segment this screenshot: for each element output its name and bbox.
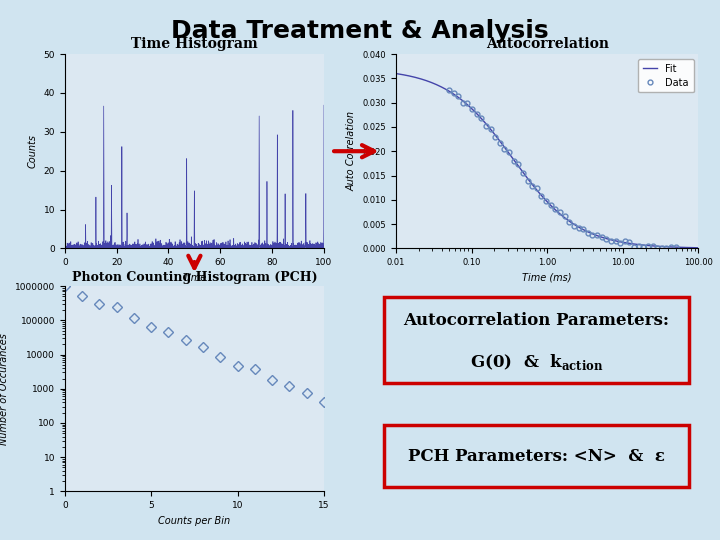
Data <box>514 161 523 167</box>
Data <box>602 235 611 242</box>
Fit <box>392 70 400 77</box>
Fit <box>666 244 675 250</box>
Data <box>477 115 486 122</box>
Data <box>644 243 652 249</box>
Fit <box>647 242 655 249</box>
FancyBboxPatch shape <box>384 298 688 383</box>
Fit <box>571 222 580 228</box>
Fit <box>694 245 703 251</box>
Data <box>505 148 513 155</box>
Data <box>634 242 643 249</box>
Data <box>667 244 675 250</box>
Data <box>537 193 546 199</box>
Y-axis label: Number of Occurances: Number of Occurances <box>0 333 9 445</box>
Text: Data Treatment & Analysis: Data Treatment & Analysis <box>171 19 549 43</box>
Data <box>579 226 588 232</box>
Data <box>528 183 536 190</box>
Data <box>459 99 467 106</box>
Fit <box>392 71 401 77</box>
X-axis label: Counts per Bin: Counts per Bin <box>158 516 230 525</box>
Data <box>463 100 472 106</box>
Data <box>482 123 490 130</box>
Y-axis label: Auto Correlation: Auto Correlation <box>347 111 357 191</box>
Data <box>533 185 541 192</box>
Data <box>551 206 559 212</box>
Data <box>454 93 462 99</box>
Text: PCH Parameters: <N>  &  ε: PCH Parameters: <N> & ε <box>408 448 665 465</box>
Data <box>653 245 662 252</box>
Data <box>495 140 504 146</box>
Data <box>575 225 583 231</box>
Data <box>625 239 634 245</box>
Text: Autocorrelation Parameters:: Autocorrelation Parameters: <box>403 312 670 329</box>
Data <box>560 212 569 219</box>
Title: Time Histogram: Time Histogram <box>131 37 258 51</box>
Data <box>588 232 597 239</box>
Data <box>472 111 481 117</box>
Data <box>648 243 657 249</box>
Legend: Fit, Data: Fit, Data <box>638 59 693 92</box>
Data <box>468 105 477 112</box>
Data <box>630 244 639 250</box>
Data <box>672 244 680 251</box>
Data <box>556 209 564 215</box>
Title: Photon Counting Histogram (PCH): Photon Counting Histogram (PCH) <box>71 271 318 284</box>
Data <box>598 234 606 240</box>
Data <box>523 178 532 184</box>
Data <box>607 238 616 244</box>
Data <box>542 198 551 205</box>
Data <box>662 245 671 252</box>
Y-axis label: Counts: Counts <box>28 134 38 168</box>
Fit <box>572 222 580 229</box>
Data <box>486 125 495 132</box>
Data <box>518 170 527 177</box>
Data <box>616 240 624 246</box>
Text: G(0)  &  k$_{\mathregular{action}}$: G(0) & k$_{\mathregular{action}}$ <box>469 352 603 372</box>
Line: Fit: Fit <box>396 73 698 248</box>
Data <box>583 230 592 237</box>
Data <box>639 244 648 251</box>
FancyBboxPatch shape <box>384 426 688 487</box>
Line: Data: Data <box>446 87 678 251</box>
Data <box>500 146 509 153</box>
X-axis label: Time: Time <box>182 273 207 282</box>
Title: Autocorrelation: Autocorrelation <box>486 37 608 51</box>
Data <box>621 238 629 245</box>
Data <box>570 223 578 230</box>
Data <box>445 86 454 93</box>
Data <box>611 238 620 245</box>
Data <box>546 202 555 208</box>
Fit <box>577 225 585 232</box>
Data <box>593 232 601 238</box>
Data <box>510 158 518 164</box>
Data <box>657 245 666 251</box>
X-axis label: Time (ms): Time (ms) <box>523 273 572 282</box>
Data <box>491 133 500 140</box>
Data <box>565 218 574 225</box>
Data <box>449 90 458 96</box>
